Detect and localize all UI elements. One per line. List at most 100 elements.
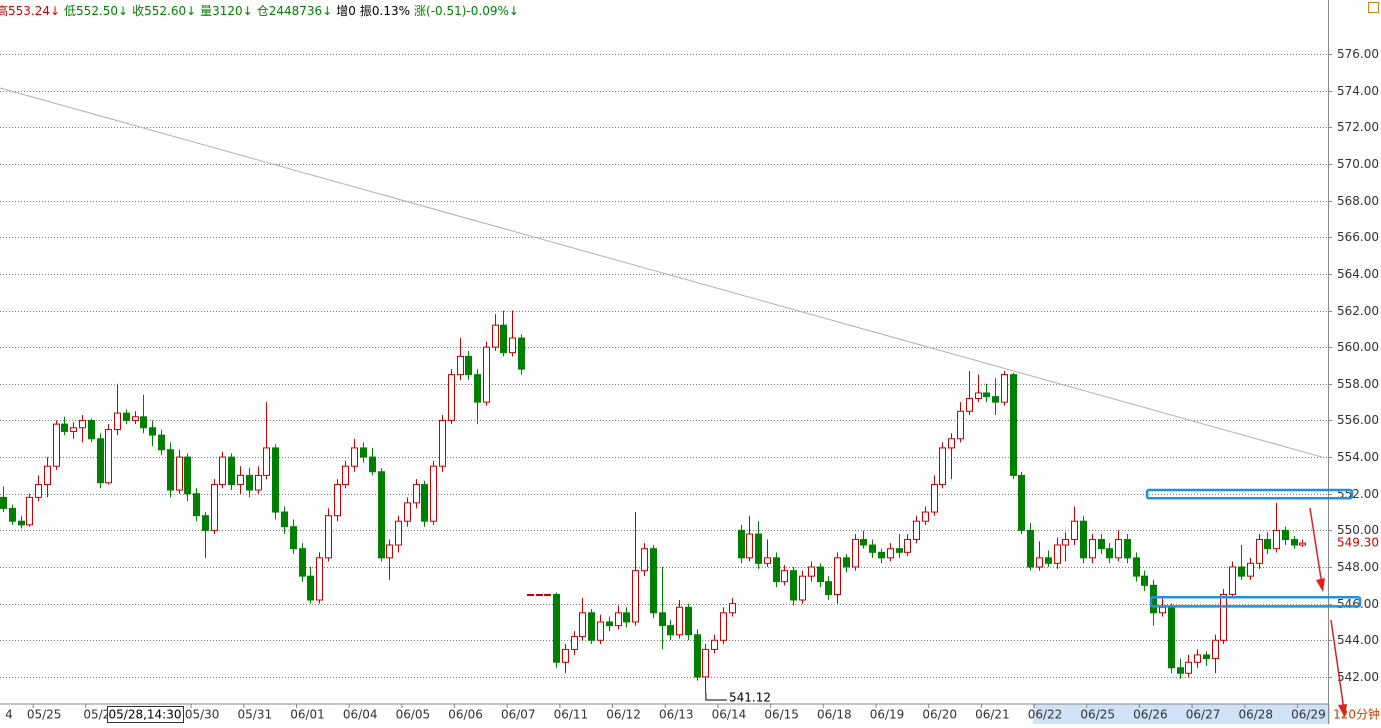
candle-body <box>624 613 630 622</box>
candle-body <box>1265 540 1271 549</box>
candle-body <box>923 512 929 521</box>
candle-body <box>616 613 622 626</box>
candle-body <box>431 466 437 521</box>
candle-body <box>976 393 982 398</box>
candle-body <box>589 613 595 640</box>
candle-body <box>317 558 323 600</box>
candle-body <box>782 571 788 582</box>
candle-body <box>1072 521 1078 539</box>
header-item: 振0.13% <box>360 4 410 18</box>
candle-body <box>703 649 709 676</box>
candle-body <box>229 457 235 484</box>
candle-body <box>528 594 534 595</box>
candle-body <box>308 576 314 600</box>
candle-body <box>291 527 297 549</box>
candle-body <box>449 375 455 421</box>
candle-body <box>1055 545 1061 563</box>
candle-body <box>835 558 841 595</box>
y-tick-label: 558.00 <box>1337 377 1379 391</box>
candle-body <box>932 485 938 512</box>
candle-body <box>212 485 218 531</box>
candle-body <box>940 448 946 485</box>
x-tick-label: 06/28 <box>1238 708 1273 722</box>
candle-body <box>379 472 385 558</box>
candle-body <box>879 552 885 557</box>
y-tick-label: 548.00 <box>1337 560 1379 574</box>
candle-body <box>1063 540 1069 545</box>
candle-body <box>739 530 745 557</box>
x-tick-label: 06/29 <box>1291 708 1326 722</box>
candle-body <box>826 582 832 595</box>
candle-body <box>54 424 60 466</box>
candle-body <box>853 540 859 567</box>
candle-body <box>949 439 955 448</box>
x-tick-label: 06/27 <box>1186 708 1221 722</box>
candle-body <box>133 417 139 421</box>
candle-body <box>1204 655 1210 659</box>
candle-body <box>220 457 226 484</box>
candle-body <box>967 398 973 411</box>
candle-body <box>984 393 990 397</box>
x-tick-label: 05/2 <box>83 708 110 722</box>
candle-body <box>765 558 771 563</box>
candle-body <box>106 430 112 483</box>
candle-body <box>264 448 270 475</box>
quote-header: 高553.24↓低552.50↓收552.60↓量3120↓仓2448736↓增… <box>0 3 519 18</box>
header-item: 高553.24↓ <box>0 3 60 18</box>
candle-body <box>1169 607 1175 667</box>
candle-body <box>115 413 121 429</box>
x-tick-label: 06/12 <box>606 708 641 722</box>
candle-body <box>203 516 209 531</box>
candle-body <box>458 356 464 374</box>
candle-body <box>440 420 446 466</box>
period-label[interactable]: 120分钟 <box>1333 707 1380 722</box>
x-tick-label: 06/22 <box>1028 708 1063 722</box>
candle-body <box>870 545 876 552</box>
candle-body <box>563 649 569 662</box>
candle-body <box>905 540 911 553</box>
y-tick-label: 566.00 <box>1337 230 1379 244</box>
candle-body <box>387 545 393 558</box>
x-tick-label: 05/30 <box>185 708 220 722</box>
y-tick-label: 562.00 <box>1337 304 1379 318</box>
candle-body <box>1178 668 1184 673</box>
candle-body <box>45 466 51 484</box>
candle-body <box>1257 540 1263 564</box>
candle-body <box>1274 530 1280 548</box>
last-price-label: 549.30 <box>1337 536 1379 550</box>
x-tick-label: 06/25 <box>1080 708 1115 722</box>
candle-body <box>370 457 376 472</box>
candle-body <box>98 439 104 483</box>
x-tick-label: 06/14 <box>712 708 747 722</box>
candle-body <box>651 549 657 613</box>
candle-body <box>861 540 867 545</box>
candle-body <box>721 613 727 640</box>
y-tick-label: 560.00 <box>1337 340 1379 354</box>
candle-body <box>695 635 701 677</box>
candle-body <box>537 594 543 595</box>
y-tick-label: 544.00 <box>1337 633 1379 647</box>
x-tick-label: 06/06 <box>448 708 483 722</box>
x-tick-label: 06/05 <box>396 708 431 722</box>
candle-body <box>1037 558 1043 567</box>
x-tick-label: 06/20 <box>922 708 957 722</box>
candle-body <box>466 356 472 374</box>
candle-body <box>396 521 402 545</box>
candle-body <box>677 607 683 634</box>
candle-body <box>150 428 156 435</box>
candle-body <box>519 338 525 369</box>
candle-body <box>1186 662 1192 673</box>
candle-body <box>686 607 692 634</box>
x-tick-label: 06/07 <box>501 708 536 722</box>
candle-body <box>282 512 288 527</box>
x-tick-label: 06/26 <box>1133 708 1168 722</box>
y-tick-label: 542.00 <box>1337 670 1379 684</box>
x-tick-label: 06/19 <box>870 708 905 722</box>
candle-body <box>1239 567 1245 576</box>
candle-body <box>818 567 824 582</box>
selected-range <box>1033 704 1330 724</box>
x-tick-label: 06/01 <box>290 708 325 722</box>
header-item: 增0 <box>336 4 356 18</box>
candle-body <box>1142 576 1148 585</box>
header-item: 涨(-0.51)-0.09%↓ <box>414 3 519 18</box>
